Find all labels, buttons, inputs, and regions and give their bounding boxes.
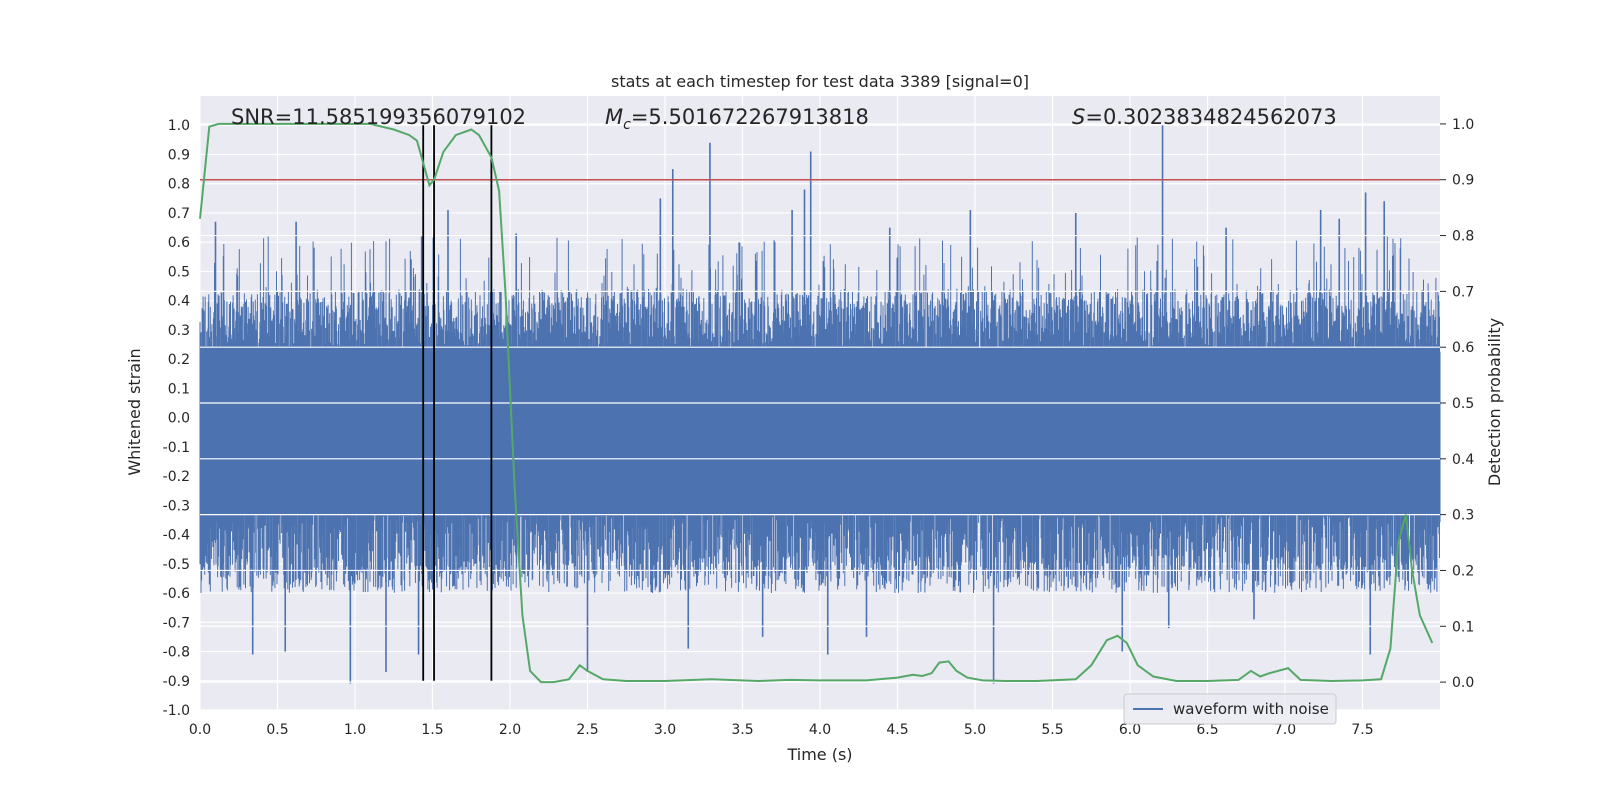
tick-labels: 0.0 0.5 1.0 1.5 2.0 2.5 3.0 3.5 4.0 4.5 5.0 5.5 6.0 6… [163, 117, 1475, 738]
y2-tick-label: 0.7 [1452, 284, 1474, 300]
y-tick-label: -1.0 [163, 703, 190, 719]
waveform-series [199, 123, 1441, 684]
x-tick-label: 1.0 [344, 722, 366, 738]
y-tick-label: 0.8 [168, 177, 190, 193]
s-value: =0.3023834824562073 [1085, 105, 1336, 129]
y2-tick-label: 0.6 [1452, 340, 1474, 356]
x-tick-label: 6.5 [1196, 722, 1218, 738]
y2-tick-label: 0.9 [1452, 173, 1474, 189]
y-tick-label: -0.1 [163, 440, 190, 456]
y-tick-label: 0.9 [168, 147, 190, 163]
y2-tick-label: 0.0 [1452, 675, 1474, 691]
y-tick-label: -0.2 [163, 469, 190, 485]
probability-series [199, 122, 1434, 684]
y2-tick-label: 0.4 [1452, 452, 1474, 468]
y-tick-label: 0.5 [168, 264, 190, 280]
y2-tick-label: 0.1 [1452, 619, 1474, 635]
y-tick-label: -0.9 [163, 674, 190, 690]
y-tick-label: 0.1 [168, 381, 190, 397]
s-annotation: S=0.3023834824562073 [1072, 105, 1337, 129]
y-tick-label: 0.4 [168, 294, 190, 310]
x-axis-label: Time (s) [786, 745, 852, 764]
x-tick-label: 1.5 [421, 722, 443, 738]
chart-title: stats at each timestep for test data 338… [611, 72, 1029, 91]
x-tick-label: 6.0 [1119, 722, 1141, 738]
x-tick-label: 0.5 [266, 722, 288, 738]
y-tick-label: 0.3 [168, 323, 190, 339]
legend: waveform with noise [1123, 693, 1337, 725]
snr-annotation: SNR=11.585199356079102 [231, 105, 526, 129]
y2-tick-label: 1.0 [1452, 117, 1474, 133]
x-tick-label: 3.0 [654, 722, 676, 738]
x-tick-label: 2.0 [499, 722, 521, 738]
waveform-core-band [200, 347, 1440, 515]
y-axis-right-label: Detection probability [1485, 318, 1504, 486]
y-tick-label: -0.7 [163, 615, 190, 631]
y2-tick-label: 0.8 [1452, 229, 1474, 245]
y2-tick-label: 0.3 [1452, 508, 1474, 524]
y-tick-label: -0.5 [163, 557, 190, 573]
x-tick-label: 0.0 [189, 722, 211, 738]
chirp-mass-value: =5.501672267913818 [631, 105, 869, 129]
y2-tick-label: 0.5 [1452, 396, 1474, 412]
y-tick-label: 0.7 [168, 206, 190, 222]
probability-line [199, 122, 1434, 684]
x-tick-label: 5.0 [964, 722, 986, 738]
x-tick-label: 4.5 [886, 722, 908, 738]
legend-box [1123, 693, 1337, 725]
x-tick-label: 5.5 [1041, 722, 1063, 738]
y-axis-label: Whitened strain [125, 348, 144, 475]
overlay-lines [200, 125, 1440, 681]
chirp-mass-symbol: M [605, 105, 623, 129]
y-tick-label: -0.3 [163, 498, 190, 514]
x-tick-label: 4.0 [809, 722, 831, 738]
x-tick-label: 3.5 [731, 722, 753, 738]
y-tick-label: -0.6 [163, 586, 190, 602]
x-tick-label: 7.5 [1351, 722, 1373, 738]
legend-label-waveform: waveform with noise [1173, 700, 1329, 718]
x-tick-label: 7.0 [1274, 722, 1296, 738]
y-tick-label: 1.0 [168, 118, 190, 134]
y-tick-label: 0.2 [168, 352, 190, 368]
chirp-mass-annotation: Mc=5.501672267913818 [605, 105, 869, 133]
s-symbol: S [1072, 105, 1085, 129]
chirp-mass-subscript: c [623, 117, 631, 133]
y-tick-label: 0.6 [168, 235, 190, 251]
y-tick-label: 0.0 [168, 411, 190, 427]
y-tick-label: -0.4 [163, 528, 190, 544]
x-tick-label: 2.5 [576, 722, 598, 738]
y-tick-label: -0.8 [163, 645, 190, 661]
y2-tick-label: 0.2 [1452, 563, 1474, 579]
